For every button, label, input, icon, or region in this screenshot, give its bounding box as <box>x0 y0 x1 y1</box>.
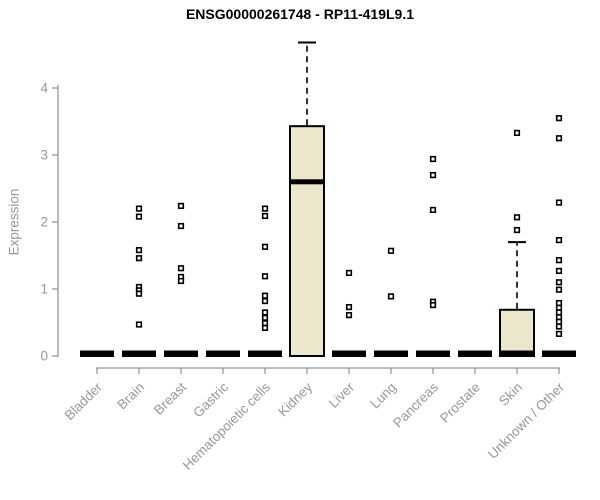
outlier-point <box>555 279 563 286</box>
outlier-point <box>177 277 185 285</box>
outlier-point <box>135 213 143 220</box>
outlier-point <box>555 199 563 206</box>
chart-title: ENSG00000261748 - RP11-419L9.1 <box>185 6 415 22</box>
outlier-point <box>555 330 563 337</box>
outlier-point <box>345 312 353 319</box>
boxplot-median <box>458 350 492 357</box>
x-tick-label: Breast <box>151 379 189 417</box>
outlier-point <box>177 265 185 272</box>
outlier-point <box>177 202 185 210</box>
boxplot-median <box>290 179 324 185</box>
outlier-point <box>387 247 395 254</box>
outlier-point <box>555 257 563 264</box>
outlier-point <box>429 206 437 214</box>
x-tick-label: Skin <box>496 380 525 409</box>
outlier-point <box>135 247 143 254</box>
outlier-point <box>555 236 563 244</box>
outlier-point <box>429 155 437 163</box>
x-tick-label: Lung <box>367 380 399 412</box>
outlier-point <box>135 321 143 328</box>
y-tick-label: 1 <box>40 282 48 297</box>
outlier-point <box>555 135 563 142</box>
boxplot-median <box>80 350 114 357</box>
outlier-point <box>555 267 563 275</box>
x-tick-label: Pancreas <box>390 379 441 430</box>
outlier-point <box>345 269 353 277</box>
boxplot-box <box>289 125 325 357</box>
outlier-point <box>261 314 269 321</box>
outlier-point <box>429 172 437 179</box>
outlier-point <box>135 290 143 297</box>
y-tick-label: 4 <box>40 81 48 96</box>
boxplot-median <box>500 350 534 357</box>
outlier-point <box>261 273 269 280</box>
outlier-point <box>261 243 269 250</box>
boxplot-median <box>332 350 366 357</box>
y-tick-label: 3 <box>40 148 48 163</box>
boxplot-median <box>542 350 576 357</box>
outlier-point <box>555 115 563 122</box>
outlier-point <box>429 301 437 309</box>
outlier-point <box>261 212 269 220</box>
x-tick-label: Prostate <box>437 380 483 426</box>
outlier-point <box>345 303 353 311</box>
x-tick-label: Liver <box>326 379 358 411</box>
x-tick-label: Bladder <box>62 379 106 423</box>
outlier-point <box>261 324 269 331</box>
boxplot-median <box>374 350 408 357</box>
outlier-point <box>513 214 521 221</box>
outlier-point <box>261 205 269 212</box>
outlier-point <box>555 286 563 293</box>
boxplot-median <box>206 350 240 357</box>
y-tick-label: 2 <box>40 215 48 230</box>
boxplot-median <box>164 350 198 357</box>
boxplot-median <box>122 350 156 357</box>
outlier-point <box>135 205 143 212</box>
boxplot-median <box>248 350 282 357</box>
outlier-point <box>261 309 269 316</box>
x-tick-label: Unknown / Other <box>485 379 568 462</box>
boxplot-median <box>416 350 450 357</box>
outlier-point <box>261 292 269 299</box>
outlier-point <box>177 222 185 230</box>
outlier-point <box>513 226 521 234</box>
y-tick-label: 0 <box>40 349 48 364</box>
outlier-point <box>513 129 521 136</box>
outlier-point <box>135 255 143 262</box>
outlier-point <box>261 297 269 305</box>
x-tick-label: Brain <box>114 380 147 413</box>
outlier-point <box>555 323 563 330</box>
x-tick-label: Gastric <box>190 379 231 420</box>
x-tick-label: Kidney <box>275 379 315 419</box>
outlier-point <box>387 293 395 300</box>
boxplot-box <box>499 308 535 357</box>
